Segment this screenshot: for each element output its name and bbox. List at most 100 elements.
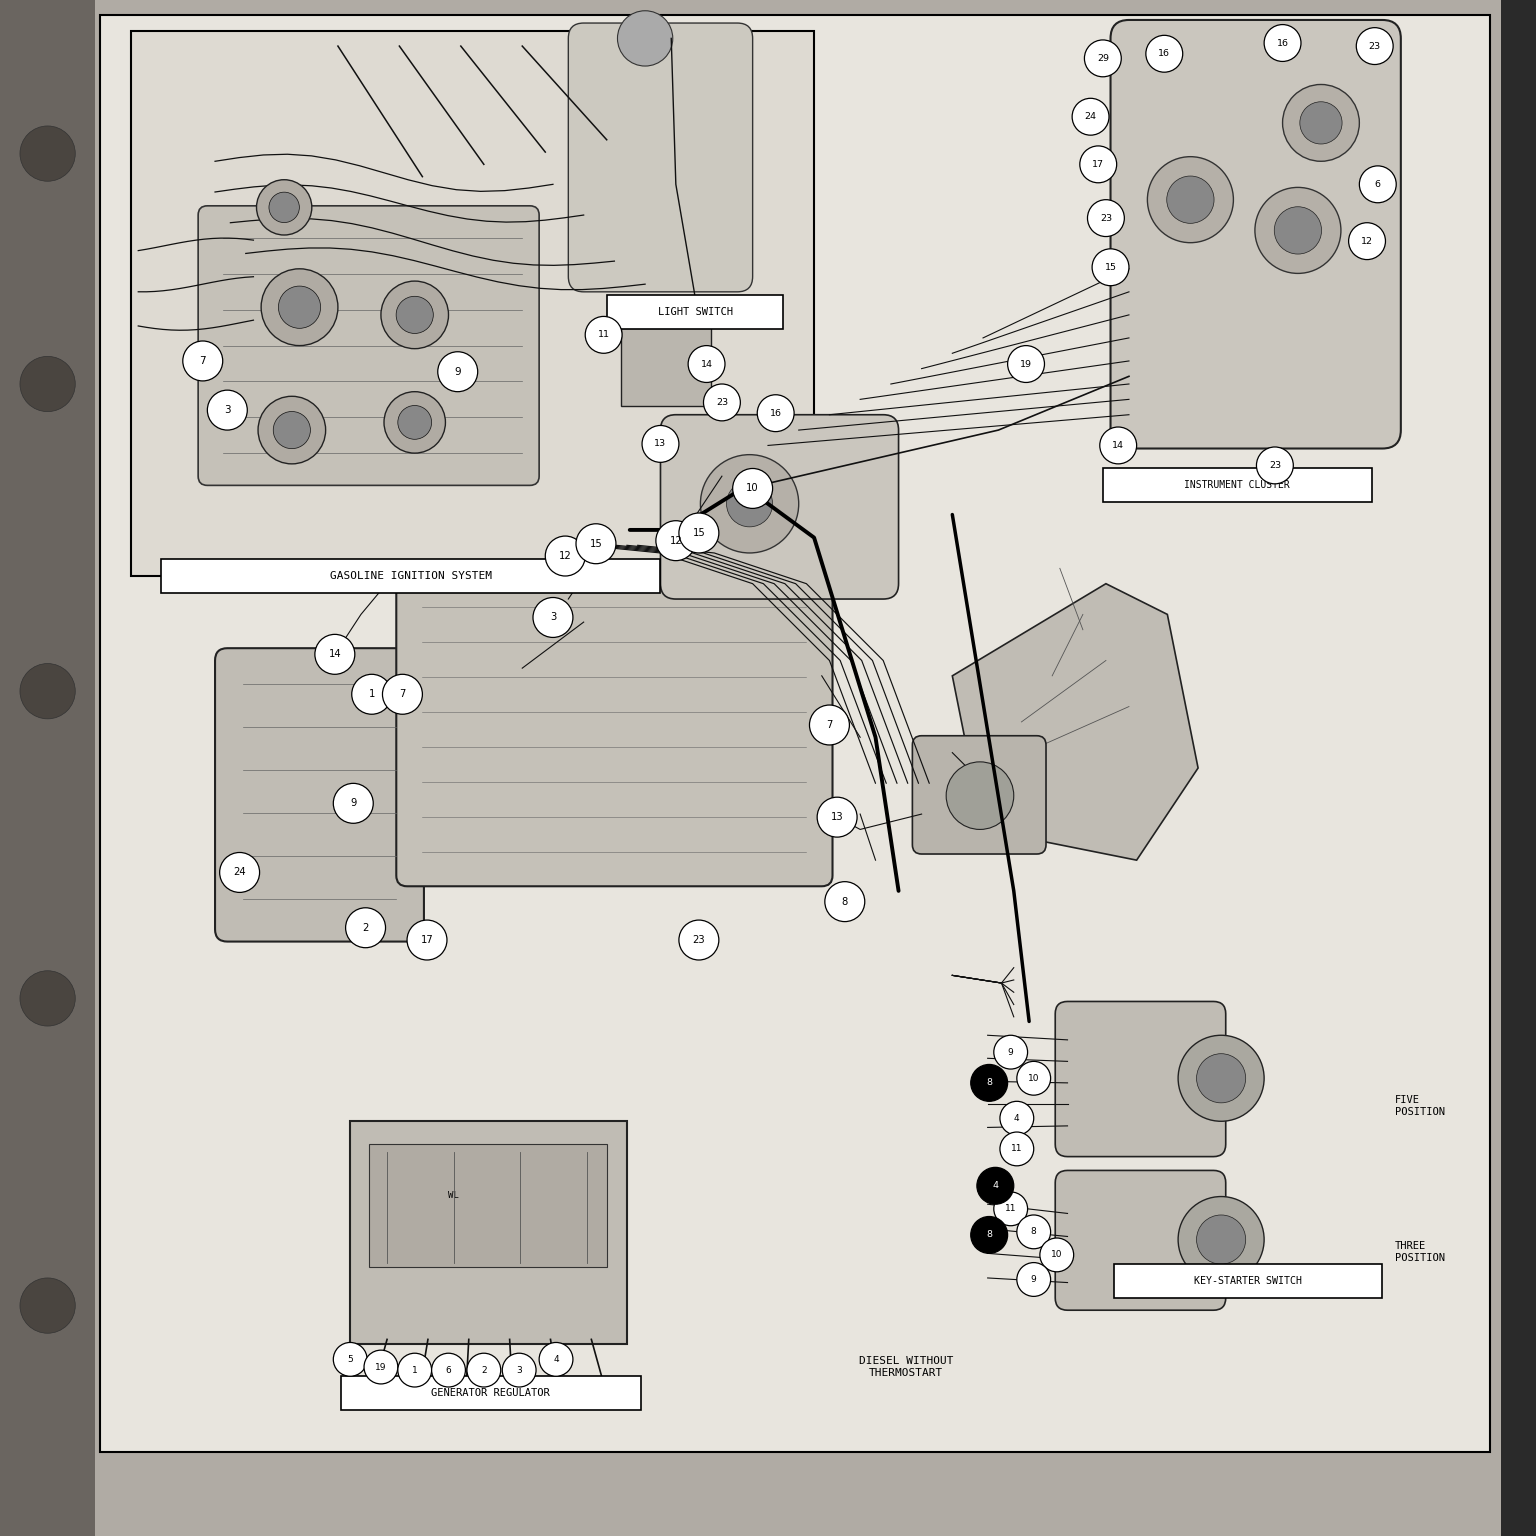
Point — [1430, 1366, 1455, 1390]
Point — [1193, 270, 1218, 295]
Circle shape — [1000, 1132, 1034, 1166]
Point — [424, 1393, 449, 1418]
Point — [131, 359, 155, 384]
Text: 3: 3 — [224, 406, 230, 415]
Point — [1464, 1127, 1488, 1152]
Point — [158, 89, 183, 114]
Circle shape — [1356, 28, 1393, 65]
Point — [739, 1322, 763, 1347]
Point — [470, 513, 495, 538]
Point — [462, 233, 487, 258]
Point — [607, 472, 631, 496]
Point — [994, 22, 1018, 46]
Text: INSTRUMENT CLUSTER: INSTRUMENT CLUSTER — [1184, 481, 1290, 490]
Point — [820, 1184, 845, 1209]
Circle shape — [1080, 146, 1117, 183]
Point — [452, 598, 476, 622]
Circle shape — [727, 481, 773, 527]
Point — [1066, 728, 1091, 753]
Point — [802, 1264, 826, 1289]
Point — [994, 108, 1018, 132]
Point — [218, 1393, 243, 1418]
Text: 16: 16 — [770, 409, 782, 418]
Text: 6: 6 — [445, 1366, 452, 1375]
Text: 29: 29 — [1097, 54, 1109, 63]
Text: 8: 8 — [1031, 1227, 1037, 1236]
Circle shape — [20, 126, 75, 181]
Circle shape — [1256, 447, 1293, 484]
Circle shape — [1197, 1215, 1246, 1264]
Text: 23: 23 — [1100, 214, 1112, 223]
Text: 12: 12 — [670, 536, 682, 545]
Point — [553, 533, 578, 558]
Point — [502, 688, 527, 713]
Circle shape — [1167, 177, 1213, 223]
Text: 3: 3 — [550, 613, 556, 622]
Point — [516, 848, 541, 872]
Point — [946, 425, 971, 450]
Point — [799, 250, 823, 275]
Point — [255, 1029, 280, 1054]
Circle shape — [398, 406, 432, 439]
Point — [289, 1236, 313, 1261]
Circle shape — [585, 316, 622, 353]
FancyBboxPatch shape — [350, 1121, 627, 1344]
Point — [539, 1023, 564, 1048]
FancyBboxPatch shape — [396, 573, 833, 886]
Text: 1: 1 — [412, 1366, 418, 1375]
Point — [453, 862, 478, 886]
Circle shape — [1264, 25, 1301, 61]
Point — [252, 438, 276, 462]
Point — [845, 880, 869, 905]
Point — [1335, 1321, 1359, 1346]
Point — [988, 788, 1012, 813]
Point — [318, 74, 343, 98]
Point — [347, 238, 372, 263]
Circle shape — [1084, 40, 1121, 77]
Circle shape — [971, 1064, 1008, 1101]
Circle shape — [467, 1353, 501, 1387]
Circle shape — [688, 346, 725, 382]
Point — [389, 57, 413, 81]
Point — [687, 1269, 711, 1293]
Circle shape — [20, 971, 75, 1026]
Point — [501, 934, 525, 958]
Point — [780, 756, 805, 780]
Circle shape — [525, 1381, 553, 1409]
Point — [444, 22, 468, 46]
Point — [212, 665, 237, 690]
Point — [969, 504, 994, 528]
Point — [103, 75, 127, 100]
Text: WL: WL — [449, 1190, 458, 1200]
Text: 4: 4 — [992, 1181, 998, 1190]
Point — [1068, 258, 1092, 283]
Point — [147, 516, 172, 541]
Point — [1338, 269, 1362, 293]
Point — [1390, 48, 1415, 72]
Point — [1066, 806, 1091, 831]
Point — [975, 143, 1000, 167]
Point — [1104, 1029, 1129, 1054]
Point — [942, 647, 966, 671]
Circle shape — [382, 674, 422, 714]
Point — [496, 975, 521, 1000]
Circle shape — [1017, 1263, 1051, 1296]
Point — [926, 295, 951, 319]
Circle shape — [1008, 346, 1044, 382]
Text: 9: 9 — [455, 367, 461, 376]
Point — [220, 57, 244, 81]
Point — [983, 435, 1008, 459]
Point — [166, 894, 190, 919]
Point — [1212, 301, 1236, 326]
Circle shape — [1072, 98, 1109, 135]
Circle shape — [379, 1381, 407, 1409]
Point — [160, 1078, 184, 1103]
Circle shape — [971, 1217, 1008, 1253]
Point — [1198, 1221, 1223, 1246]
Point — [137, 1233, 161, 1258]
Point — [103, 1296, 127, 1321]
Point — [564, 770, 588, 794]
Point — [865, 856, 889, 880]
Point — [1224, 1367, 1249, 1392]
Point — [1246, 1395, 1270, 1419]
